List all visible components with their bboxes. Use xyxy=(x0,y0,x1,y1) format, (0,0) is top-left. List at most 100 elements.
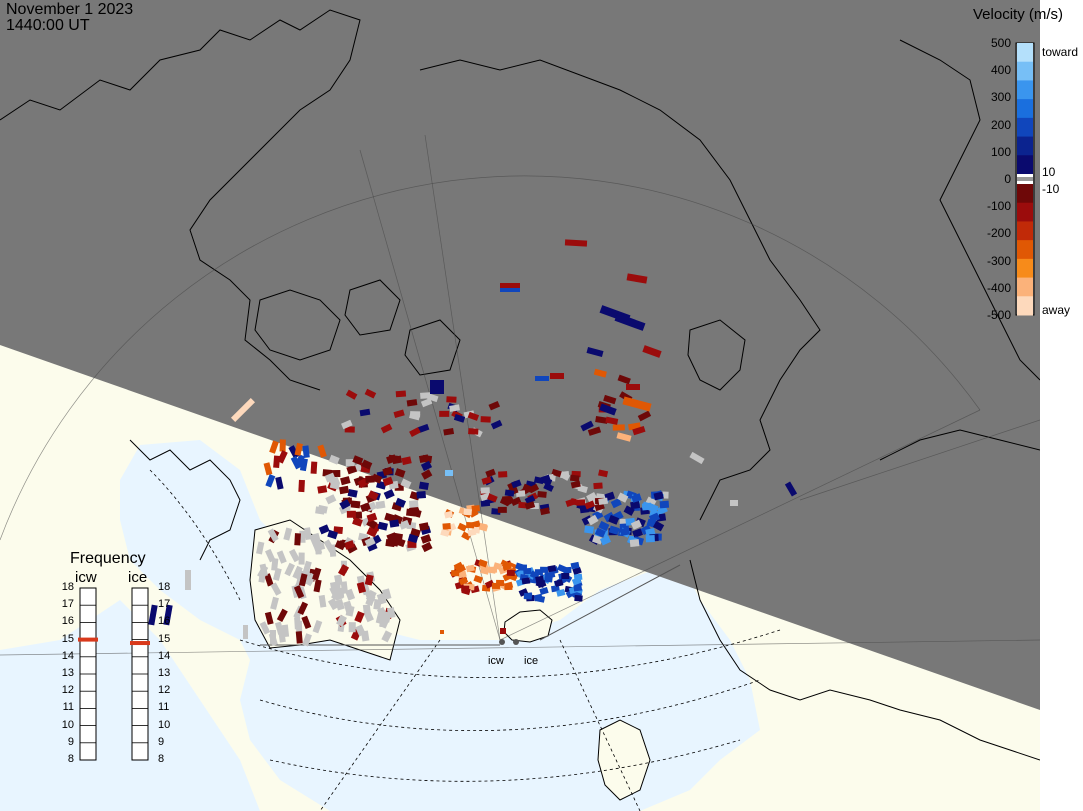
scatter-cell xyxy=(148,604,158,626)
scatter-cell xyxy=(420,534,432,544)
scatter-cell xyxy=(345,459,355,467)
scatter-cell xyxy=(366,512,378,523)
arctic-islands xyxy=(254,279,461,376)
scatter-cell xyxy=(302,445,310,458)
scatter-cell xyxy=(488,566,498,573)
colorbar-swatch-positive xyxy=(1017,43,1033,63)
scatter-cell xyxy=(610,498,622,509)
scatter-cell xyxy=(500,288,520,292)
freq-scale-label-icw: 13 xyxy=(61,667,74,679)
scatter-cell xyxy=(294,442,303,456)
scatter-cell xyxy=(445,470,453,476)
scatter-cell xyxy=(608,525,620,535)
freq-scale-label-icw: 18 xyxy=(61,581,74,593)
scandinavia-north xyxy=(879,39,1040,461)
scatter-cell xyxy=(298,573,308,587)
scatter-cell xyxy=(617,492,629,503)
scatter-cell xyxy=(449,404,460,412)
scatter-cell xyxy=(536,595,546,603)
legend-tick-label: -300 xyxy=(986,253,1011,268)
scatter-cell xyxy=(292,565,303,580)
scatter-cell xyxy=(629,539,640,547)
scatter-cell xyxy=(312,567,322,581)
freq-scale-label-ice: 13 xyxy=(158,667,171,679)
scatter-cell xyxy=(630,500,641,510)
radar-fov xyxy=(260,564,681,646)
scatter-cell xyxy=(334,540,346,551)
legend-pos-threshold: 10 xyxy=(1042,165,1056,179)
scatter-cell xyxy=(269,440,279,454)
scatter-cell xyxy=(575,499,586,506)
scatter-cell xyxy=(279,439,286,452)
scatter-cell xyxy=(299,458,308,472)
scatter-cell xyxy=(364,574,374,586)
time-label: 1440:00 UT xyxy=(6,17,90,34)
scatter-cell xyxy=(523,567,532,575)
scatter-cell xyxy=(446,396,457,403)
scatter-cell xyxy=(298,552,305,565)
scatter-cell xyxy=(584,500,596,510)
scatter-cell xyxy=(327,529,339,540)
scatter-cell xyxy=(598,520,610,532)
scatter-cell xyxy=(271,558,279,571)
scatter-cell xyxy=(642,345,662,358)
scatter-cell xyxy=(528,483,540,494)
scatter-cell xyxy=(598,497,609,505)
map-layer xyxy=(0,0,1040,811)
scatter-cell xyxy=(408,500,419,508)
scatter-cell xyxy=(543,482,554,492)
scatter-cell xyxy=(784,481,798,497)
scatter-cell xyxy=(400,478,412,489)
scatter-cell xyxy=(398,519,410,530)
scatter-cell xyxy=(490,419,503,430)
scatter-cell xyxy=(381,630,393,643)
scatter-cell xyxy=(347,488,358,498)
scatter-cell xyxy=(645,534,655,543)
freq-scale-label-ice: 16 xyxy=(158,615,171,628)
scatter-cell xyxy=(421,541,433,553)
scatter-cell xyxy=(294,533,301,546)
scatter-cell xyxy=(383,489,395,500)
freq-scale-label-ice: 10 xyxy=(158,718,171,731)
scatter-cell xyxy=(511,479,522,489)
legend-tick-label: -400 xyxy=(986,280,1011,295)
legend-tick-label: 400 xyxy=(990,63,1011,78)
scatter-cell xyxy=(380,423,393,434)
scatter-cell xyxy=(297,601,309,616)
radar-site-ice xyxy=(513,639,519,645)
scatter-cell xyxy=(648,512,660,523)
scatter-cell xyxy=(559,471,570,478)
colorbar-swatch-negative xyxy=(1017,277,1033,297)
radar-label-ice: ice xyxy=(524,655,539,667)
colorbar-swatch-negative xyxy=(1017,221,1033,241)
scatter-cell xyxy=(409,427,421,438)
scatter-cell xyxy=(359,408,371,417)
scatter-cell xyxy=(385,538,396,548)
scatter-cell xyxy=(730,500,738,506)
scatter-cell xyxy=(375,612,385,625)
scatter-cell xyxy=(281,624,290,638)
scatter-cell xyxy=(411,508,422,518)
scatter-cell xyxy=(468,508,479,518)
scatter-cell xyxy=(345,389,358,400)
scatter-cell xyxy=(356,581,367,594)
scatter-cell xyxy=(550,373,564,379)
freq-scale-label-ice: 17 xyxy=(158,598,171,611)
scatter-cell xyxy=(537,490,547,498)
scatter-cell xyxy=(295,620,303,634)
night-region xyxy=(0,0,1040,710)
scatter-cell xyxy=(653,491,664,501)
scatter-cell xyxy=(573,584,583,592)
scatter-cell xyxy=(632,528,643,538)
scatter-cell xyxy=(270,582,282,596)
scatter-cell xyxy=(264,611,274,625)
scatter-cell xyxy=(288,445,300,459)
scatter-cell xyxy=(338,564,350,577)
scatter-cell xyxy=(465,564,475,573)
scatter-cell xyxy=(547,564,557,573)
scatter-cell xyxy=(480,487,490,494)
scatter-cell xyxy=(580,420,594,432)
scatter-cell xyxy=(363,610,374,623)
scatter-cell xyxy=(346,464,358,475)
colorbar-swatch-positive xyxy=(1017,117,1033,138)
